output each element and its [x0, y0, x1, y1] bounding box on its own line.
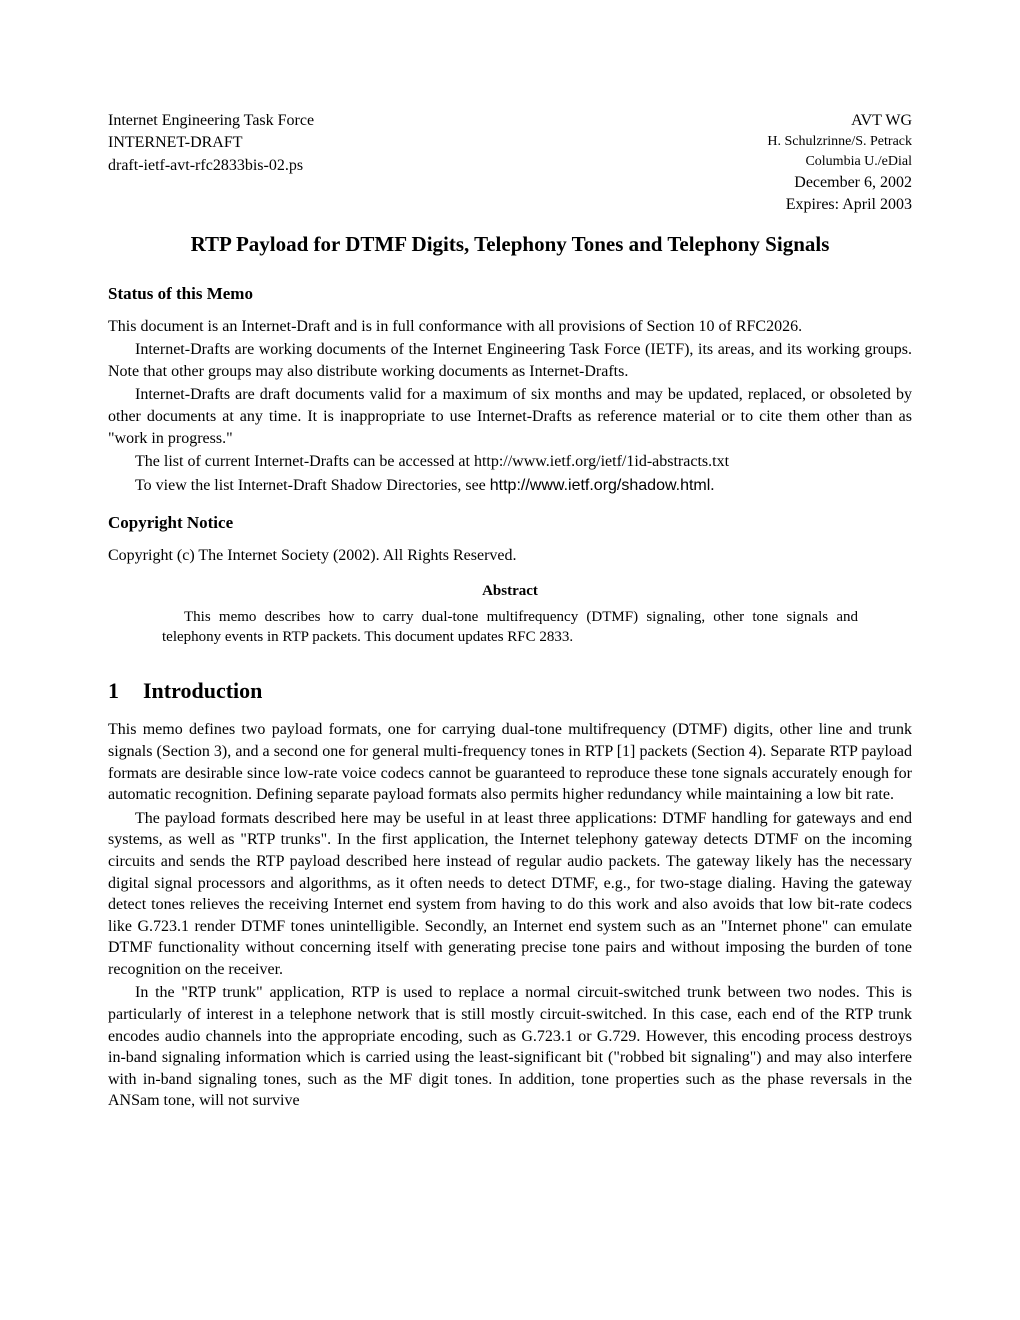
abstract-body: This memo describes how to carry dual-to…: [162, 607, 858, 648]
doc-type: INTERNET-DRAFT: [108, 132, 314, 154]
publication-date: December 6, 2002: [767, 172, 912, 194]
copyright-body: Copyright (c) The Internet Society (2002…: [108, 545, 912, 567]
authors: H. Schulzrinne/S. Petrack: [767, 132, 912, 152]
status-paragraph: To view the list Internet-Draft Shadow D…: [108, 475, 912, 497]
status-paragraph: The list of current Internet-Drafts can …: [108, 451, 912, 473]
status-text: .: [710, 477, 714, 494]
status-text: To view the list Internet-Draft Shadow D…: [135, 477, 490, 494]
intro-paragraph: The payload formats described here may b…: [108, 808, 912, 981]
org-name: Internet Engineering Task Force: [108, 110, 314, 132]
status-paragraph: This document is an Internet-Draft and i…: [108, 316, 912, 338]
section-number: 1: [108, 676, 119, 706]
header-left: Internet Engineering Task Force INTERNET…: [108, 110, 314, 216]
draft-id: draft-ietf-avt-rfc2833bis-02.ps: [108, 155, 314, 177]
document-title: RTP Payload for DTMF Digits, Telephony T…: [108, 230, 912, 258]
header-right: AVT WG H. Schulzrinne/S. Petrack Columbi…: [767, 110, 912, 216]
section-heading: 1 Introduction: [108, 676, 912, 706]
shadow-url: http://www.ietf.org/shadow.html: [490, 477, 711, 494]
affiliation: Columbia U./eDial: [767, 152, 912, 172]
status-paragraph: Internet-Drafts are working documents of…: [108, 339, 912, 382]
intro-paragraph: In the "RTP trunk" application, RTP is u…: [108, 982, 912, 1112]
working-group: AVT WG: [767, 110, 912, 132]
section-title: Introduction: [143, 678, 262, 703]
status-heading: Status of this Memo: [108, 283, 912, 306]
status-paragraph: Internet-Drafts are draft documents vali…: [108, 384, 912, 449]
expiry-date: Expires: April 2003: [767, 194, 912, 216]
intro-paragraph: This memo defines two payload formats, o…: [108, 719, 912, 805]
abstract-heading: Abstract: [108, 581, 912, 601]
copyright-heading: Copyright Notice: [108, 512, 912, 535]
document-header: Internet Engineering Task Force INTERNET…: [108, 110, 912, 216]
